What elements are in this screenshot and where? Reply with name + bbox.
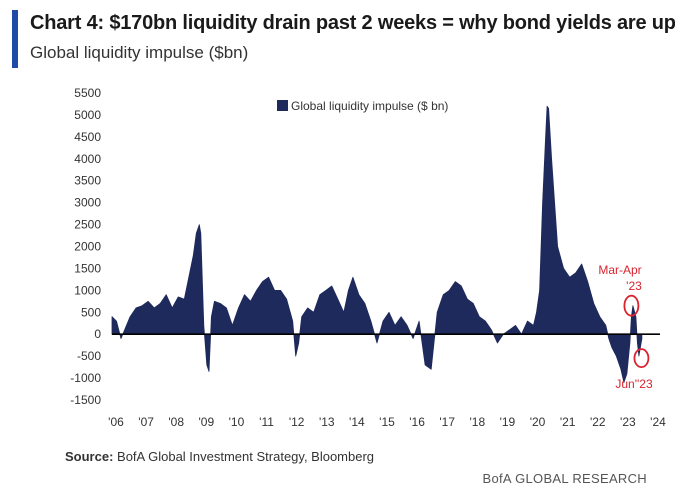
x-tick-label: '24 [650,415,666,429]
x-tick-label: '10 [229,415,245,429]
source-label: Source: [65,449,114,464]
legend-swatch [277,100,288,111]
x-tick-label: '17 [439,415,455,429]
y-tick-label: 1500 [74,261,101,275]
x-tick-label: '13 [319,415,335,429]
x-tick-label: '07 [138,415,154,429]
x-tick-label: '21 [560,415,576,429]
x-tick-label: '12 [289,415,305,429]
y-tick-label: 5500 [74,86,101,100]
x-tick-label: '22 [590,415,606,429]
annotation-label-jun: Jun''23 [615,377,653,391]
x-tick-label: '23 [620,415,636,429]
annotation-label-mar-apr-year: '23 [626,279,642,293]
x-tick-label: '11 [259,415,274,429]
x-tick-label: '15 [379,415,395,429]
annotation-circle-mar-apr [623,294,640,317]
x-tick-label: '18 [469,415,485,429]
y-tick-label: 4500 [74,130,101,144]
annotation-circle-jun [633,348,650,369]
y-tick-label: 0 [94,327,101,341]
title-accent-bar [12,10,18,68]
y-tick-label: 500 [81,305,101,319]
y-tick-label: 2500 [74,218,101,232]
series-area [111,105,643,383]
x-tick-label: '14 [349,415,365,429]
x-tick-label: '19 [500,415,516,429]
y-tick-label: -1500 [70,393,101,407]
y-tick-label: 3500 [74,174,101,188]
source-text: BofA Global Investment Strategy, Bloombe… [117,449,375,464]
x-tick-label: '09 [199,415,215,429]
x-tick-label: '16 [409,415,425,429]
y-tick-label: -500 [77,349,101,363]
brand-footer: BofA GLOBAL RESEARCH [482,471,647,486]
y-tick-label: 3000 [74,196,101,210]
chart-subtitle: Global liquidity impulse ($bn) [30,43,249,62]
y-tick-label: 5000 [74,108,101,122]
x-tick-label: '20 [530,415,546,429]
y-tick-label: 4000 [74,152,101,166]
y-tick-label: 2000 [74,240,101,254]
y-tick-label: 1000 [74,283,101,297]
annotation-label-mar-apr: Mar-Apr [598,263,641,277]
y-tick-label: -1000 [70,371,101,385]
x-tick-label: '06 [108,415,124,429]
legend-label: Global liquidity impulse ($ bn) [291,99,448,113]
chart-title: Chart 4: $170bn liquidity drain past 2 w… [30,12,675,34]
source-note: Source: BofA Global Investment Strategy,… [65,449,374,464]
x-tick-label: '08 [168,415,184,429]
